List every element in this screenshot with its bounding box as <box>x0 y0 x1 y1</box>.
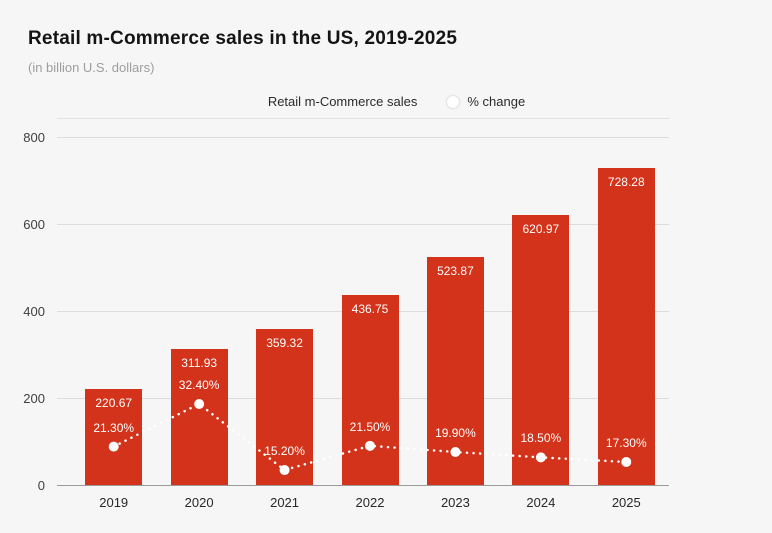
legend-label-line: % change <box>467 94 526 109</box>
pct-point-2021 <box>279 465 290 476</box>
pct-change-label: 21.50% <box>349 419 391 434</box>
x-axis-label-2022: 2022 <box>355 495 385 510</box>
bar-2019 <box>85 389 143 485</box>
legend-item-bars: Retail m-Commerce sales <box>247 94 418 109</box>
bar-value-label: 311.93 <box>181 356 218 371</box>
gridline-0 <box>57 485 669 486</box>
gridline-800 <box>57 137 669 138</box>
pct-change-label: 19.90% <box>435 425 476 440</box>
pct-point-2023 <box>450 446 461 457</box>
line-series-swatch-icon <box>447 95 460 108</box>
bar-2025 <box>597 168 655 485</box>
y-tick-label: 600 <box>23 216 45 232</box>
bar-series-swatch-icon <box>247 95 260 108</box>
pct-point-2022 <box>365 440 375 451</box>
bar-2020 <box>170 349 228 485</box>
chart-title: Retail m-Commerce sales in the US, 2019-… <box>28 28 458 49</box>
bar-value-label: 523.87 <box>437 264 474 279</box>
pct-point-2019 <box>108 441 119 452</box>
legend: Retail m-Commerce sales % change <box>0 94 772 109</box>
legend-label-bars: Retail m-Commerce sales <box>267 94 418 109</box>
pct-change-label: 18.50% <box>520 431 562 446</box>
bar-value-label: 359.32 <box>266 335 303 350</box>
x-axis-label-2024: 2024 <box>526 495 556 510</box>
bar-value-label: 436.75 <box>351 302 389 316</box>
chart-subtitle: (in billion U.S. dollars) <box>28 60 155 75</box>
gridline-600 <box>57 224 669 225</box>
gridline-200 <box>57 398 669 399</box>
bar-2023 <box>426 257 484 485</box>
x-axis-label-2019: 2019 <box>99 495 129 510</box>
y-tick-label: 800 <box>23 129 45 145</box>
bar-value-label: 220.67 <box>95 396 133 410</box>
pct-change-label: 21.30% <box>93 420 135 435</box>
pct-change-label: 17.30% <box>605 435 647 450</box>
x-axis-label-2021: 2021 <box>270 495 300 510</box>
y-tick-label: 400 <box>23 303 45 319</box>
pct-change-label: 15.20% <box>264 444 305 459</box>
y-tick-label: 200 <box>23 390 45 406</box>
bar-2021 <box>256 328 314 485</box>
x-axis-label-2020: 2020 <box>184 495 214 510</box>
legend-item-line: % change <box>447 94 525 109</box>
plot-top-border <box>57 118 669 119</box>
y-tick-label: 0 <box>37 477 45 493</box>
gridline-400 <box>57 311 669 312</box>
bar-2022 <box>341 295 399 485</box>
bar-value-label: 728.28 <box>607 175 645 190</box>
bar-value-label: 620.97 <box>522 221 560 236</box>
pct-change-label: 32.40% <box>178 377 220 392</box>
pct-point-2024 <box>535 452 546 463</box>
pct-point-2025 <box>621 456 632 467</box>
x-axis-label-2023: 2023 <box>440 495 470 510</box>
bar-2024 <box>512 214 570 485</box>
pct-point-2020 <box>194 398 205 409</box>
x-axis-label-2025: 2025 <box>611 495 641 510</box>
